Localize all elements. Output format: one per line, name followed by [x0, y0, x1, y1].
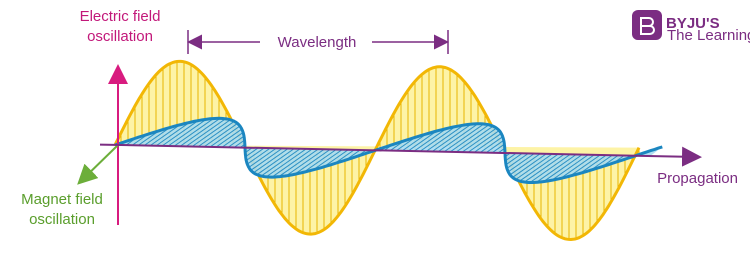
magnetic-hatch	[313, 149, 343, 171]
magnetic-hatch	[449, 124, 490, 153]
magnetic-hatch	[560, 154, 595, 179]
magnetic-hatch	[505, 152, 517, 162]
magnetic-hatch	[506, 153, 529, 169]
magnetic-hatch	[173, 118, 214, 147]
magnetic-hatch	[467, 130, 500, 153]
magnetic-hatch	[455, 125, 494, 153]
magnetic-hatch	[250, 148, 283, 171]
magnetic-wave-outline	[114, 116, 663, 184]
magnetic-hatch	[265, 148, 307, 178]
electric-wave-outline	[113, 59, 641, 242]
magnetic-hatch	[294, 149, 331, 175]
magnetic-hatch	[323, 149, 349, 168]
magnetic-hatch	[479, 136, 504, 154]
magnetic-hatch	[437, 123, 479, 153]
magnetic-hatch	[227, 135, 245, 148]
magnetic-hatch	[271, 148, 313, 178]
magnetic-hatch	[155, 122, 190, 147]
magnetic-hatch	[143, 127, 171, 147]
magnetic-hatch	[197, 120, 235, 148]
magnetic-hatch	[248, 147, 277, 168]
logo-name: BYJU'S	[666, 15, 720, 32]
magnetic-hatch	[167, 118, 207, 147]
magnetic-hatch	[161, 120, 199, 147]
magnetic-hatch	[529, 154, 571, 183]
magnetic-hatch	[473, 133, 502, 153]
electric-wave	[115, 61, 639, 240]
magnetic-hatch	[285, 148, 325, 177]
magnetic-hatch	[443, 123, 485, 153]
magnetic-hatch	[185, 118, 226, 147]
magnetic-hatch	[431, 123, 472, 153]
magnetic-hatch	[491, 143, 505, 154]
magnetic-hatch	[245, 147, 265, 161]
magnetic-hatch	[461, 127, 497, 153]
magnetic-hatch	[149, 124, 181, 147]
magnetic-hatch	[203, 123, 238, 148]
logo-tagline: The Learning App	[667, 27, 750, 44]
magnetic-hatch	[413, 128, 447, 152]
magnetic-hatch	[519, 153, 559, 182]
logo: BYJU'S The Learning App	[632, 10, 750, 44]
magnetic-hatch	[278, 148, 319, 178]
magnetic-hatch	[425, 124, 465, 152]
magnetic-hatch	[209, 125, 241, 148]
magnetic-hatch	[256, 148, 295, 176]
magnetic-hatch	[579, 154, 607, 174]
magnetic-hatch	[401, 133, 427, 152]
magnet-label: oscillation	[29, 211, 95, 228]
magnetic-hatch	[215, 128, 243, 148]
magnetic-hatch	[515, 153, 553, 180]
magnetic-hatch	[536, 154, 577, 183]
propagation-label: Propagation	[657, 170, 738, 187]
magnetic-hatch	[524, 153, 565, 183]
magnetic-hatch	[221, 132, 244, 148]
magnetic-hatch	[246, 147, 271, 165]
electric-label: Electric field	[80, 8, 161, 25]
magnetic-hatch	[303, 149, 337, 173]
wavelength-label: Wavelength	[278, 34, 357, 51]
magnetic-hatch	[485, 139, 505, 154]
magnetic-hatch	[419, 126, 456, 152]
magnetic-hatch	[407, 130, 437, 152]
magnetic-hatch	[569, 154, 601, 177]
magnetic-hatch	[543, 154, 583, 182]
magnetic-hatch	[507, 153, 535, 173]
magnetic-hatch	[260, 148, 301, 177]
magnetic-hatch	[509, 153, 541, 176]
electric-label: oscillation	[87, 28, 153, 45]
magnetic-hatch	[191, 119, 231, 148]
magnetic-hatch	[505, 153, 523, 166]
magnetic-hatch	[253, 148, 289, 174]
magnet-label: Magnet field	[21, 191, 103, 208]
magnetic-hatch	[179, 117, 221, 147]
wavelength-bracket	[187, 30, 449, 54]
magnetic-hatch	[512, 153, 547, 178]
propagation-axis	[99, 143, 702, 167]
magnetic-hatch	[245, 147, 259, 158]
magnetic-hatch	[233, 139, 245, 148]
magnetic-axis	[77, 144, 119, 185]
magnetic-hatch	[551, 154, 589, 181]
